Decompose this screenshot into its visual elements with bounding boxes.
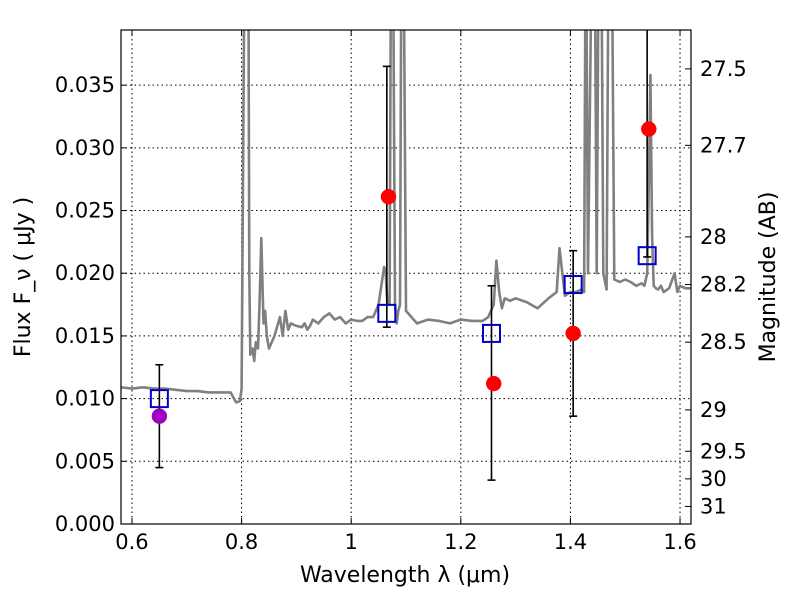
x-tick-label: 1.2	[444, 530, 477, 554]
model-point	[377, 303, 397, 323]
right-tick-label: 28	[700, 225, 727, 249]
right-tick-label: 31	[700, 494, 727, 518]
right-tick-label: 27.7	[700, 133, 747, 157]
observed-point	[485, 375, 502, 392]
x-tick-label: 1.4	[554, 530, 587, 554]
template-spectrum-line	[121, 30, 691, 404]
y-tick-label: 0.010	[55, 387, 115, 411]
markers-layer	[149, 121, 657, 424]
x-tick-label: 1.6	[663, 530, 696, 554]
right-tick-label: 29	[700, 398, 727, 422]
template-spectrum-layer	[121, 30, 691, 404]
x-axis-label: Wavelength λ (μm)	[300, 563, 510, 588]
y-tick-label: 0.035	[55, 73, 115, 97]
y-tick-label: 0.020	[55, 261, 115, 285]
x-tick-label: 1	[345, 530, 358, 554]
right-tick-label: 29.5	[700, 439, 747, 463]
observed-point	[380, 189, 397, 205]
x-tick-label: 0.6	[115, 530, 148, 554]
observed-point	[151, 408, 168, 424]
y-tick-label: 0.015	[55, 324, 115, 348]
y-axis-label: Flux F_ν ( μJy )	[11, 197, 36, 357]
error-bars-layer	[155, 30, 652, 481]
model-point	[149, 389, 169, 409]
plot-frame	[120, 29, 692, 525]
y-tick-label: 0.000	[55, 512, 115, 536]
model-point	[482, 323, 501, 343]
observed-point	[641, 121, 657, 137]
right-tick-label: 27.5	[700, 57, 747, 81]
model-point	[637, 246, 657, 266]
right-tick-label: 30	[700, 467, 727, 491]
right-tick-label: 28.5	[700, 330, 747, 354]
y-tick-label: 0.025	[55, 199, 115, 223]
observed-point	[565, 325, 581, 342]
model-point	[563, 275, 583, 295]
y-tick-label: 0.005	[55, 449, 115, 473]
x-tick-label: 0.8	[225, 530, 258, 554]
y-tick-label: 0.030	[55, 136, 115, 160]
right-tick-label: 28.2	[700, 273, 747, 297]
right-axis-label: Magnitude (AB)	[756, 192, 781, 363]
axis-ticks: 0.6 0.8 1 1.2 1.4 1.6 0.000 0.005 0.010 0.015 0.02…	[55, 30, 747, 554]
